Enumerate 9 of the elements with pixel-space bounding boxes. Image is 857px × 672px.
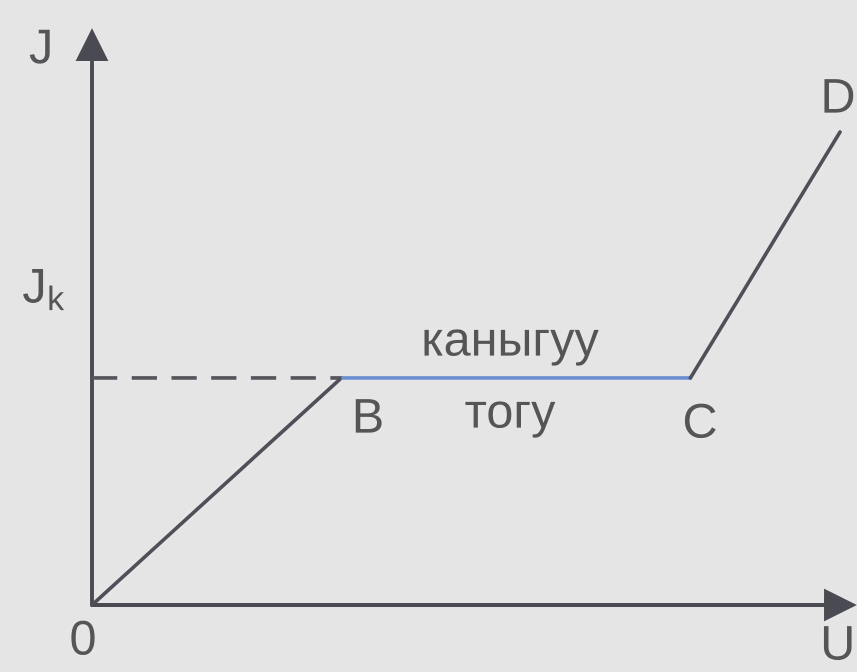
annotation: C [684, 404, 716, 438]
text: 0 [71, 620, 95, 656]
x-axis-title: U [824, 626, 852, 660]
text: J$_{k}$ [23, 269, 64, 310]
text: D [824, 79, 854, 113]
annotation: каныгуу [424, 329, 599, 366]
y-axis-title: J [30, 30, 50, 64]
annotation: B [356, 399, 382, 433]
annotation: тогу [465, 401, 556, 438]
